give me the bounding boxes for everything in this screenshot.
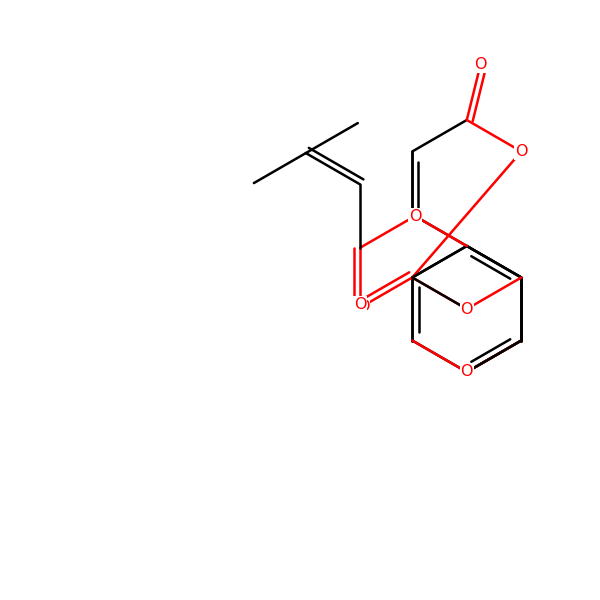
Text: O: O bbox=[354, 297, 367, 312]
Text: O: O bbox=[356, 299, 369, 314]
Text: O: O bbox=[409, 209, 421, 224]
Text: O: O bbox=[461, 364, 473, 379]
Text: O: O bbox=[515, 144, 527, 159]
Text: O: O bbox=[461, 301, 473, 317]
Text: O: O bbox=[474, 57, 487, 72]
